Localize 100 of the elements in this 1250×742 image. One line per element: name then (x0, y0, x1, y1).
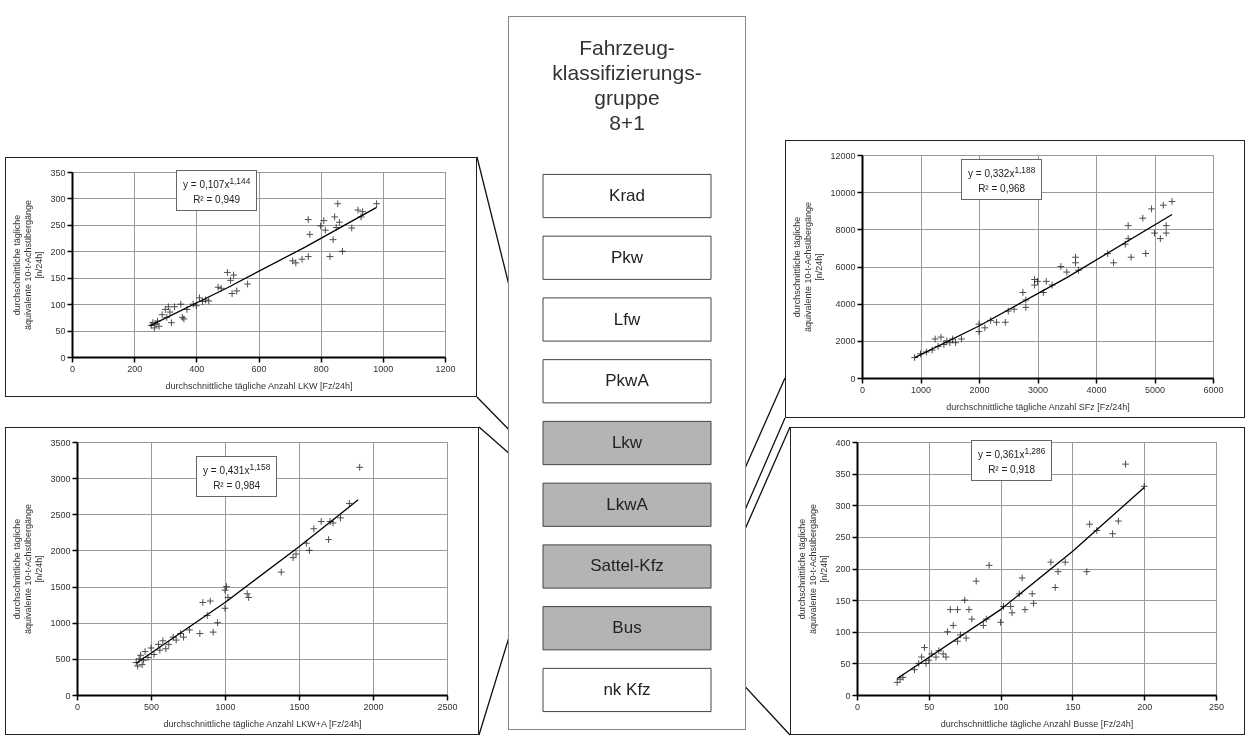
point (358, 207, 367, 216)
point (317, 517, 326, 526)
point (221, 586, 229, 595)
annotation: y = 0,107x$^{1,144}$ (183, 175, 251, 193)
x-tick-label: 1000 (910, 384, 932, 395)
point (347, 224, 356, 232)
point (309, 524, 318, 533)
annotation: y = 0,332x$^{1,188}$ (968, 164, 1036, 182)
category-label: Lfw (613, 309, 641, 329)
point (1061, 558, 1070, 567)
equation-box: y = 0,431x$^{1,158}$ R² = 0,984 (196, 456, 278, 498)
y-tick-label: 350 (50, 167, 66, 178)
category-label: Sattel-Kfz (590, 556, 664, 576)
point (922, 348, 931, 356)
point (161, 644, 170, 653)
x-tick-label: 2000 (363, 701, 384, 712)
point (244, 593, 253, 602)
category-label: LkwA (606, 494, 649, 514)
point (1051, 583, 1060, 592)
point (1021, 605, 1029, 614)
point (1047, 558, 1055, 567)
x-tick-label: 2000 (969, 384, 990, 395)
y-tick-label: 50 (55, 326, 66, 337)
point (305, 546, 314, 555)
point (304, 252, 313, 261)
line-series (914, 213, 1173, 359)
category-label: Krad (609, 186, 645, 206)
y-tick-label: 200 (835, 564, 851, 574)
point (949, 621, 958, 630)
y-tick-label: 100 (50, 299, 66, 310)
point (338, 247, 347, 256)
point (292, 550, 300, 558)
x-tick-label: 1200 (435, 363, 456, 374)
y-tick-label: 2500 (50, 509, 71, 520)
point (951, 338, 960, 347)
equation-box: y = 0,361x$^{1,286}$ R² = 0,918 (971, 440, 1053, 482)
point (1109, 258, 1118, 267)
y-tick-label: 500 (55, 654, 71, 665)
point (1029, 599, 1038, 608)
point (922, 659, 930, 668)
point (934, 342, 942, 351)
point (1004, 307, 1013, 315)
point (1057, 262, 1065, 271)
annotation: y = 0,361x$^{1,286}$ (978, 445, 1046, 463)
y-tick-label: 150 (835, 595, 851, 606)
point (150, 650, 158, 659)
point (209, 628, 218, 636)
point (1021, 296, 1030, 304)
category-label: PkwA (605, 371, 650, 391)
y-tick-label: 0 (845, 690, 851, 701)
category-label: nk Kfz (603, 679, 651, 699)
x-tick-label: 250 (1208, 701, 1225, 712)
point (1010, 305, 1018, 314)
point (326, 517, 334, 526)
point (1085, 520, 1094, 529)
point (298, 255, 306, 264)
category-label: Lkw (611, 433, 643, 452)
y-tick-label: 150 (50, 273, 66, 284)
point (924, 656, 933, 665)
x-tick-label: 4000 (1086, 384, 1107, 395)
x-tick-label: 50 (924, 701, 935, 712)
point (1124, 221, 1133, 230)
y-tick-label: 3000 (50, 473, 71, 484)
point (1021, 303, 1030, 312)
y-tick-label: 300 (835, 500, 851, 511)
point (133, 662, 142, 670)
annotation: R² = 0,918 (987, 463, 1037, 478)
point (1108, 529, 1117, 538)
point (156, 646, 164, 655)
point (214, 283, 222, 292)
point (1030, 281, 1039, 289)
point (1141, 249, 1150, 258)
point (1006, 602, 1015, 611)
point (931, 335, 939, 343)
annotation: R² = 0,968 (977, 182, 1027, 197)
y-tick-label: 0 (65, 690, 71, 701)
point (277, 568, 286, 576)
point (232, 287, 241, 295)
y-axis-title: durchschnittliche tägliche äquivalente 10-t-Achsübergänge [n/24h] (12, 199, 45, 331)
x-tick-label: 100 (993, 701, 1009, 712)
x-tick-label: 500 (143, 701, 160, 712)
point (319, 216, 328, 225)
y-tick-label: 350 (835, 469, 851, 480)
point (304, 215, 313, 224)
annotation: R² = 0,949 (192, 193, 242, 208)
x-tick-label: 150 (1065, 701, 1081, 712)
point (917, 653, 926, 661)
x-axis-title: durchschnittliche tägliche Anzahl LKW+A [Fz/24h] (163, 718, 362, 729)
point (329, 519, 337, 527)
point (1127, 253, 1135, 262)
point (243, 280, 252, 288)
x-tick-label: 5000 (1144, 384, 1166, 395)
category-label: Pkw (610, 247, 644, 267)
point (972, 577, 981, 585)
point (975, 327, 983, 336)
point (176, 300, 185, 308)
point (198, 598, 207, 607)
point (213, 618, 222, 627)
x-axis-title: durchschnittliche tägliche Anzahl Busse [Fz/24h] (940, 718, 1134, 729)
point (289, 553, 297, 562)
